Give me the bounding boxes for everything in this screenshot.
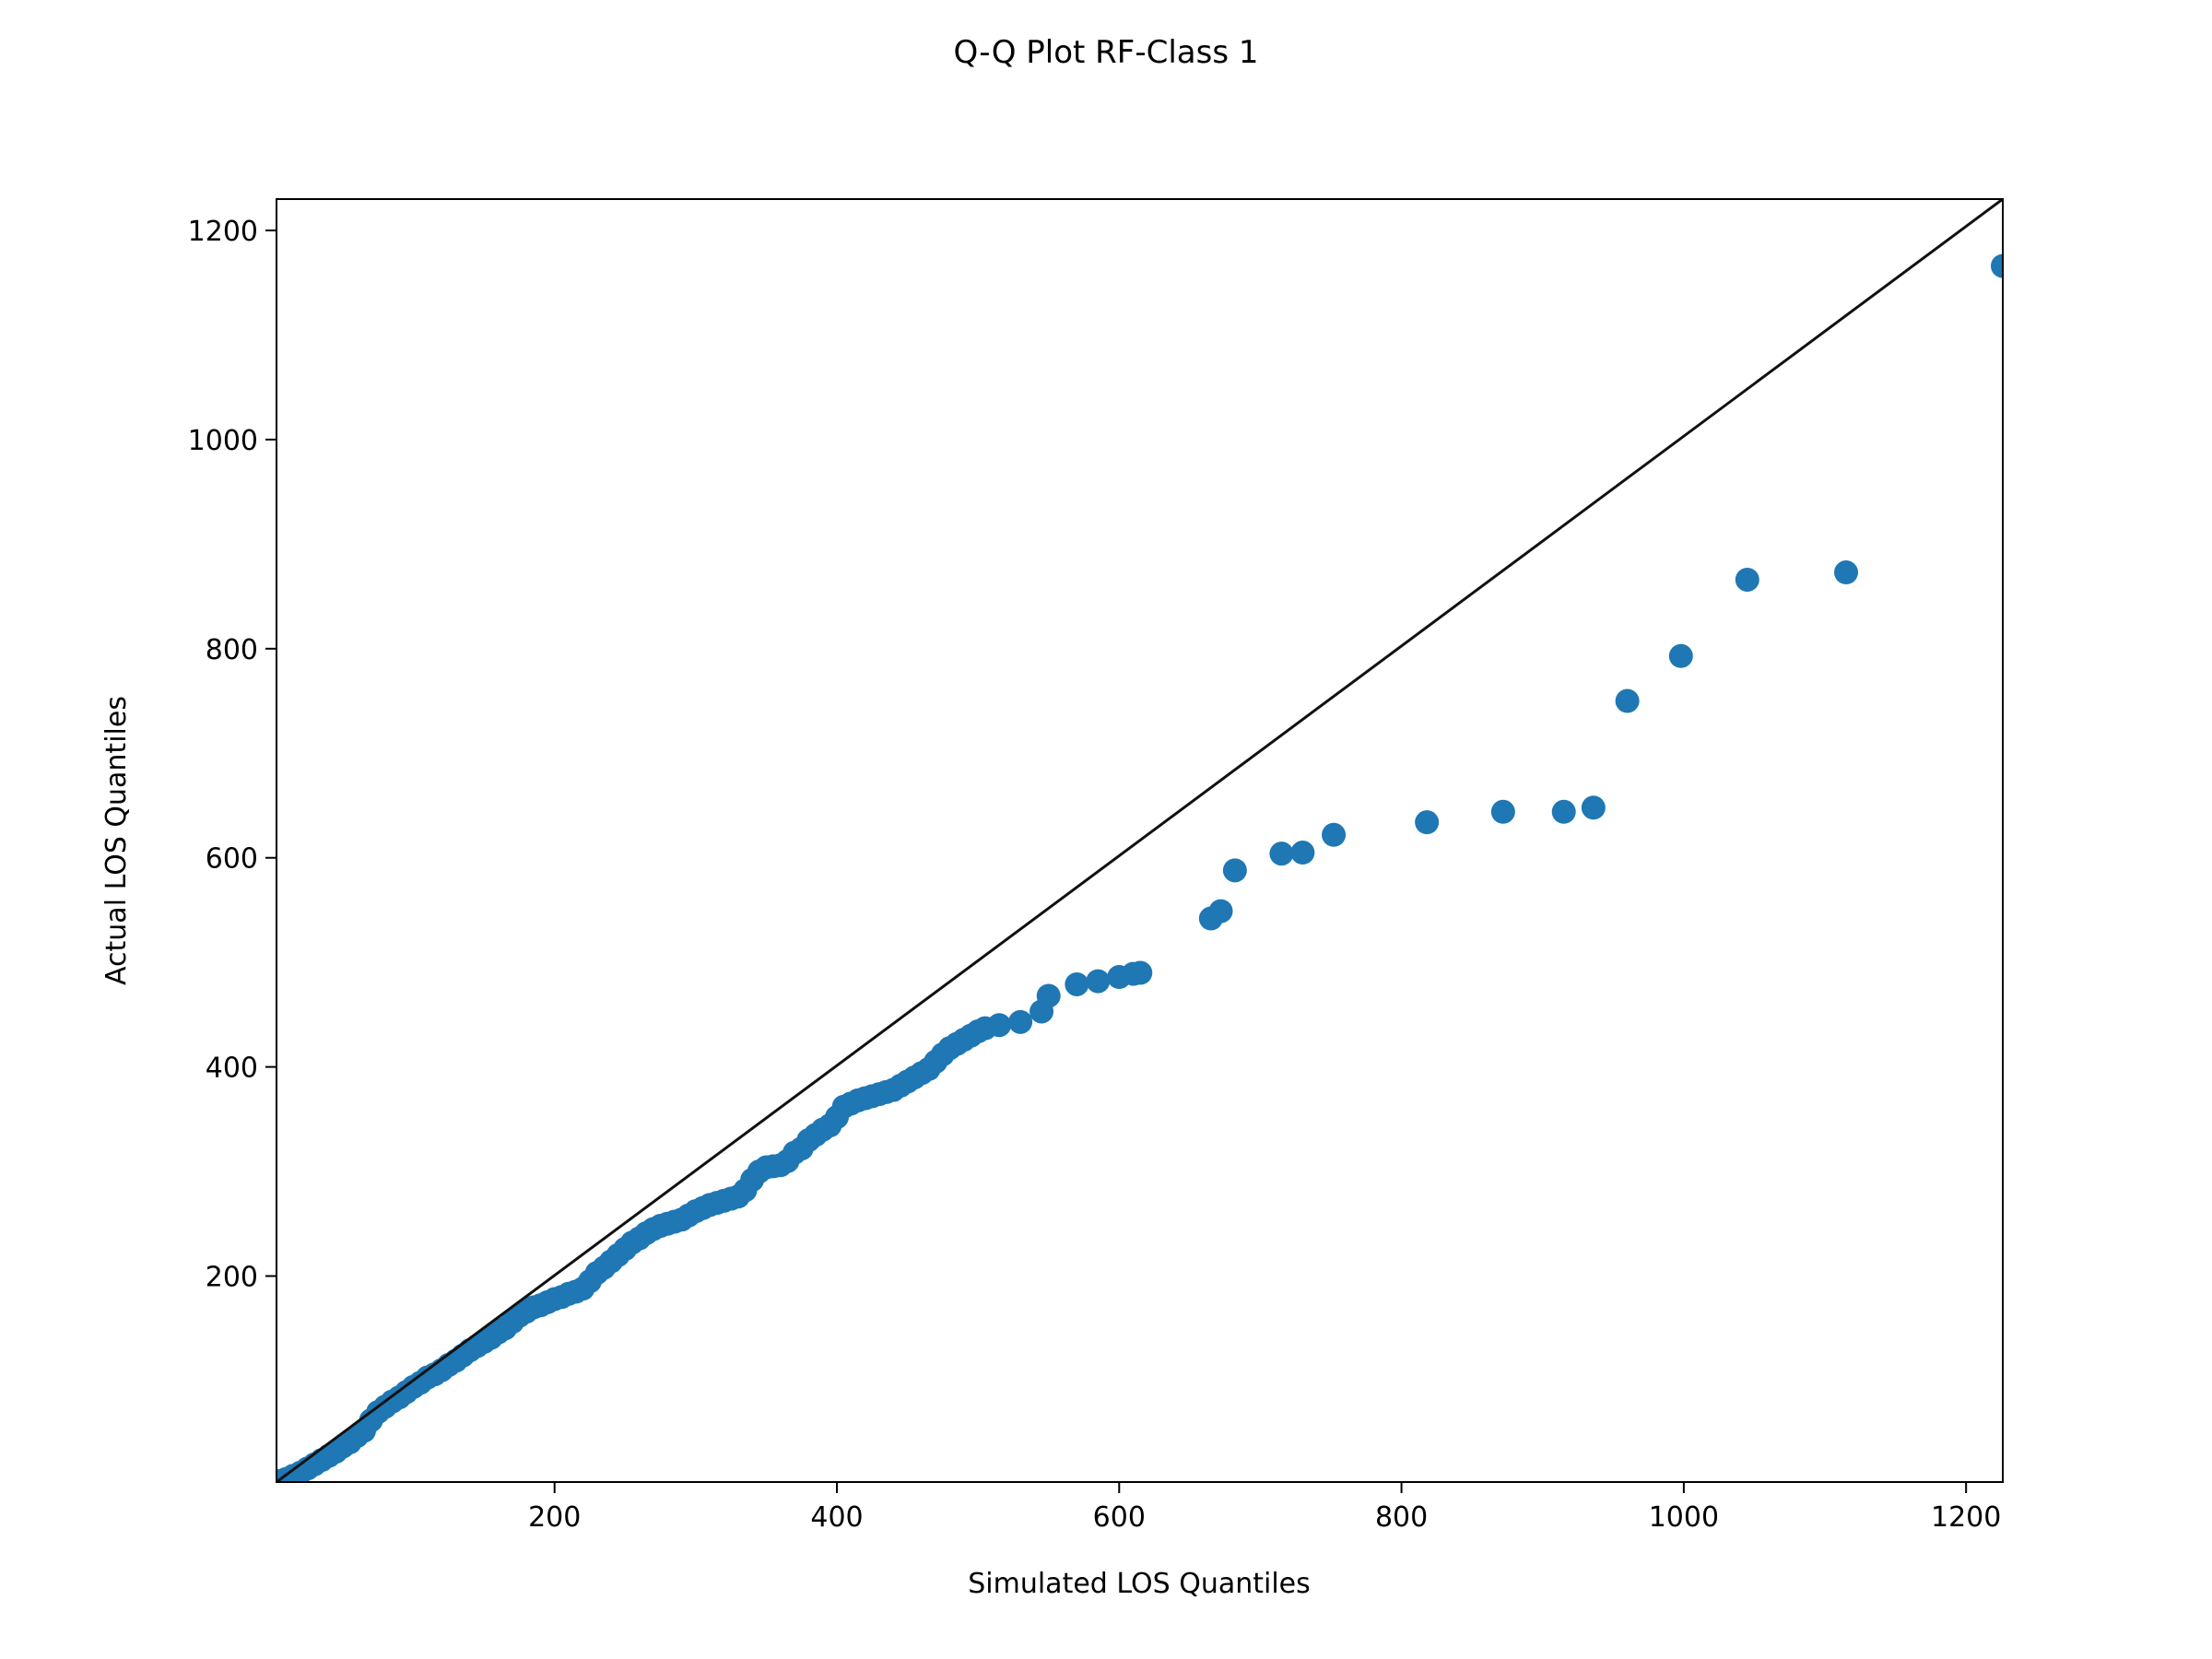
data-point (1668, 643, 1693, 668)
data-point (1128, 960, 1153, 985)
data-point (1208, 899, 1233, 924)
x-tick-label: 800 (1375, 1501, 1428, 1534)
y-tick-label: 800 (206, 634, 258, 666)
data-point (1991, 253, 2003, 278)
x-tick-label: 1000 (1649, 1501, 1719, 1534)
data-point (1222, 858, 1247, 883)
x-tick-label: 400 (810, 1501, 863, 1534)
x-axis-label: Simulated LOS Quantiles (968, 1568, 1311, 1600)
data-point (1036, 983, 1061, 1008)
data-point (1065, 971, 1089, 996)
data-point (1490, 799, 1515, 824)
x-tick-label: 1200 (1931, 1501, 2001, 1534)
data-point (1290, 841, 1315, 865)
x-tick-label: 600 (1093, 1501, 1146, 1534)
y-tick-label: 400 (206, 1053, 258, 1085)
y-tick-label: 200 (206, 1262, 258, 1294)
data-point (1615, 688, 1640, 713)
data-point (1008, 1009, 1033, 1034)
data-point (1269, 841, 1294, 866)
data-point (987, 1013, 1012, 1038)
data-point (1415, 810, 1440, 835)
reference-line (276, 199, 2003, 1482)
y-tick-label: 1000 (188, 425, 258, 457)
x-tick-label: 200 (528, 1501, 581, 1534)
data-point (1551, 799, 1576, 824)
y-tick-label: 600 (206, 843, 258, 876)
chart-title: Q-Q Plot RF-Class 1 (953, 34, 1258, 71)
data-point (1581, 795, 1606, 820)
scatter-points (276, 253, 2003, 1482)
data-point (1322, 822, 1347, 847)
y-axis-label: Actual LOS Quantiles (100, 696, 133, 985)
plot-frame (276, 198, 2004, 1483)
x-axis: 200 400 600 800 1000 1200 (528, 1482, 2001, 1534)
y-tick-label: 1200 (188, 216, 258, 248)
data-point (1086, 969, 1111, 994)
data-point (1735, 567, 1759, 592)
y-axis: 200 400 600 800 1000 1200 (188, 216, 276, 1294)
data-point (1834, 560, 1859, 585)
